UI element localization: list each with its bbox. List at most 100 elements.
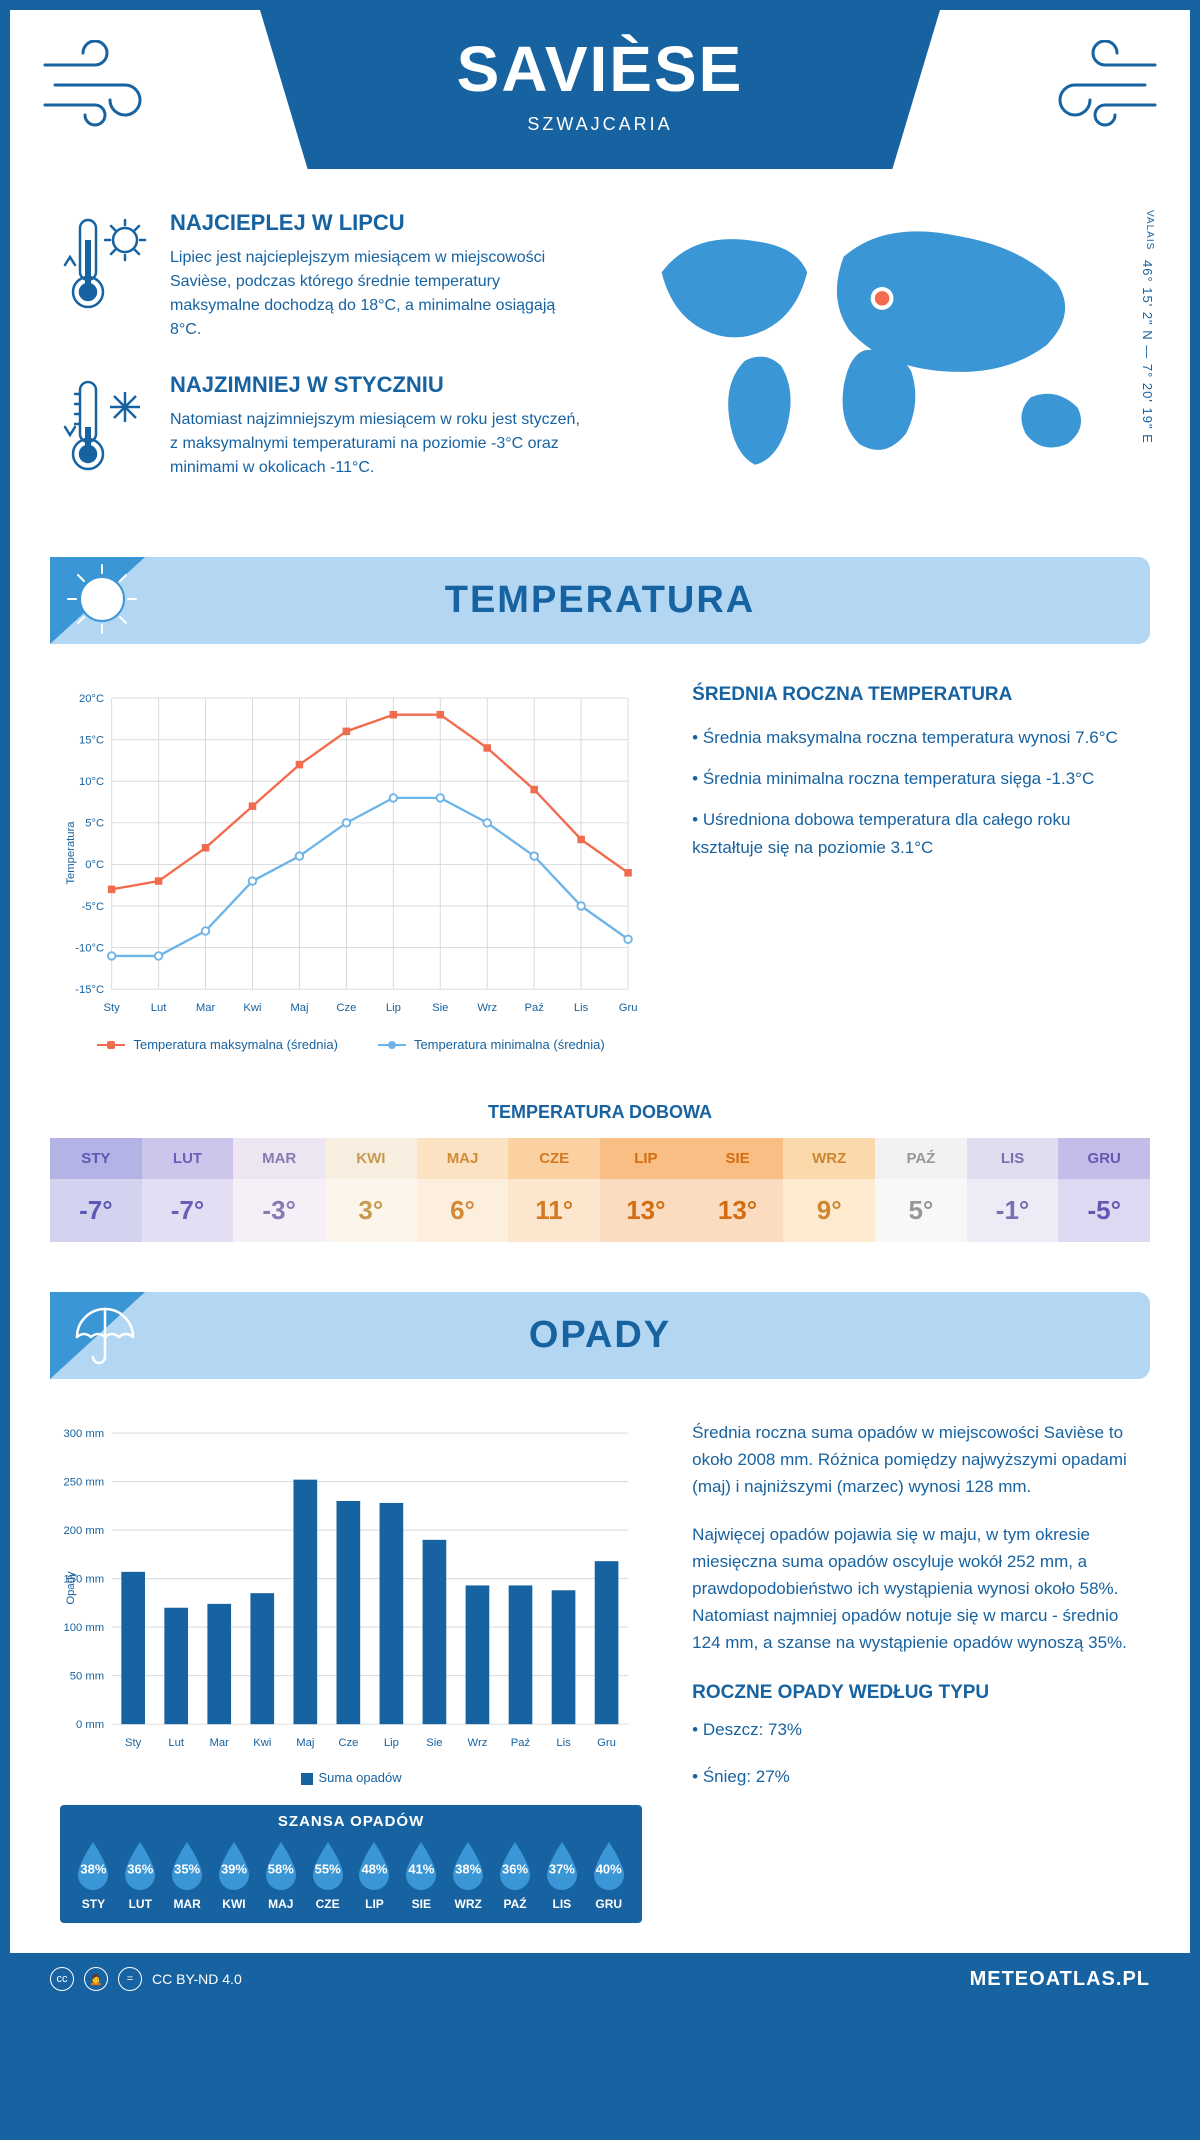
chance-col: 41%SIE: [398, 1840, 445, 1911]
raindrop-icon: 40%: [588, 1840, 630, 1892]
svg-text:Sty: Sty: [125, 1737, 142, 1749]
svg-text:Lip: Lip: [384, 1737, 399, 1749]
section-title: TEMPERATURA: [50, 579, 1150, 622]
month-cell: SIE13°: [692, 1138, 784, 1242]
chance-col: 36% LUT: [117, 1840, 164, 1911]
section-header-precipitation: OPADY: [50, 1292, 1150, 1379]
chance-month: CZE: [304, 1897, 351, 1911]
svg-text:200 mm: 200 mm: [63, 1525, 104, 1537]
svg-text:Lut: Lut: [151, 1002, 168, 1014]
month-head: MAR: [233, 1138, 325, 1179]
sun-icon: [65, 562, 140, 637]
intro-row: NAJCIEPLEJ W LIPCU Lipiec jest najcieple…: [10, 180, 1190, 557]
svg-text:Paź: Paź: [524, 1002, 544, 1014]
chance-value: 48%: [361, 1861, 387, 1876]
temp-info-heading: ŚREDNIA ROCZNA TEMPERATURA: [692, 684, 1140, 706]
coldest-heading: NAJZIMNIEJ W STYCZNIU: [170, 372, 580, 398]
chance-col: 35%MAR: [164, 1840, 211, 1911]
chance-month: KWI: [211, 1897, 258, 1911]
month-value: 13°: [600, 1179, 692, 1242]
svg-text:15°C: 15°C: [79, 734, 104, 746]
raindrop-icon: 39%: [213, 1840, 255, 1892]
month-value: 11°: [508, 1179, 600, 1242]
city-title: SAVIÈSE: [260, 32, 940, 106]
svg-text:Paź: Paź: [511, 1737, 531, 1749]
precip-chart-legend: Suma opadów: [60, 1770, 642, 1785]
temperature-line-chart: -15°C-10°C-5°C0°C5°C10°C15°C20°CStyLutMa…: [60, 684, 642, 1052]
svg-text:Sie: Sie: [426, 1737, 442, 1749]
svg-text:Cze: Cze: [336, 1002, 356, 1014]
wind-icon: [1040, 40, 1160, 130]
svg-text:Wrz: Wrz: [477, 1002, 497, 1014]
month-head: LIS: [967, 1138, 1059, 1179]
month-cell: GRU-5°: [1058, 1138, 1150, 1242]
svg-text:Lut: Lut: [168, 1737, 185, 1749]
raindrop-icon: 36%: [119, 1840, 161, 1892]
chance-value: 40%: [596, 1861, 622, 1876]
month-head: CZE: [508, 1138, 600, 1179]
title-banner: SAVIÈSE SZWAJCARIA: [260, 10, 940, 169]
chance-col: 40% GRU: [585, 1840, 632, 1911]
svg-text:-15°C: -15°C: [75, 984, 104, 996]
month-cell: LIS-1°: [967, 1138, 1059, 1242]
world-map-icon: [620, 210, 1140, 480]
svg-text:Cze: Cze: [338, 1737, 358, 1749]
precip-rain: • Deszcz: 73%: [692, 1716, 1140, 1743]
month-cell: CZE11°: [508, 1138, 600, 1242]
thermometer-hot-icon: [60, 210, 150, 342]
svg-text:100 mm: 100 mm: [63, 1622, 104, 1634]
raindrop-icon: 58%: [260, 1840, 302, 1892]
month-cell: WRZ9°: [783, 1138, 875, 1242]
license-text: CC BY-ND 4.0: [152, 1971, 242, 1987]
chance-value: 39%: [221, 1861, 247, 1876]
chance-month: WRZ: [445, 1897, 492, 1911]
month-cell: PAŹ5°: [875, 1138, 967, 1242]
chance-col: 38%STY: [70, 1840, 117, 1911]
chance-month: MAJ: [257, 1897, 304, 1911]
section-title: OPADY: [50, 1314, 1150, 1357]
month-value: -5°: [1058, 1179, 1150, 1242]
section-header-temperature: TEMPERATURA: [50, 557, 1150, 644]
precipitation-bar-chart: 0 mm50 mm100 mm150 mm200 mm250 mm300 mmO…: [60, 1419, 642, 1785]
legend-max: Temperatura maksymalna (średnia): [133, 1037, 337, 1052]
month-value: 6°: [417, 1179, 509, 1242]
chance-col: 58% MAJ: [257, 1840, 304, 1911]
svg-text:0 mm: 0 mm: [76, 1719, 104, 1731]
month-value: 9°: [783, 1179, 875, 1242]
cc-icon: cc: [50, 1967, 74, 1991]
warmest-heading: NAJCIEPLEJ W LIPCU: [170, 210, 580, 236]
cc-by-icon: 🙍: [84, 1967, 108, 1991]
chance-col: 37%LIS: [538, 1840, 585, 1911]
raindrop-icon: 36%: [494, 1840, 536, 1892]
coldest-block: NAJZIMNIEJ W STYCZNIU Natomiast najzimni…: [60, 372, 580, 487]
month-cell: MAR-3°: [233, 1138, 325, 1242]
month-cell: LUT-7°: [142, 1138, 234, 1242]
chance-month: GRU: [585, 1897, 632, 1911]
month-head: LIP: [600, 1138, 692, 1179]
chance-value: 55%: [315, 1861, 341, 1876]
temp-chart-legend: Temperatura maksymalna (średnia) Tempera…: [60, 1037, 642, 1052]
month-value: -7°: [50, 1179, 142, 1242]
chance-month: LUT: [117, 1897, 164, 1911]
temp-info-b3: • Uśredniona dobowa temperatura dla całe…: [692, 806, 1140, 860]
month-value: -3°: [233, 1179, 325, 1242]
temp-info-b2: • Średnia minimalna roczna temperatura s…: [692, 765, 1140, 792]
precipitation-chance-box: SZANSA OPADÓW 38%STY36%LUT35%MAR39%KWI58…: [60, 1805, 642, 1923]
month-head: STY: [50, 1138, 142, 1179]
chance-month: PAŹ: [492, 1897, 539, 1911]
chance-value: 36%: [127, 1861, 153, 1876]
chance-value: 58%: [268, 1861, 294, 1876]
raindrop-icon: 48%: [353, 1840, 395, 1892]
chance-col: 38%WRZ: [445, 1840, 492, 1911]
month-value: 13°: [692, 1179, 784, 1242]
chance-month: MAR: [164, 1897, 211, 1911]
month-head: GRU: [1058, 1138, 1150, 1179]
svg-text:Gru: Gru: [619, 1002, 638, 1014]
month-head: KWI: [325, 1138, 417, 1179]
svg-text:Mar: Mar: [210, 1737, 230, 1749]
temp-info-b1: • Średnia maksymalna roczna temperatura …: [692, 724, 1140, 751]
raindrop-icon: 38%: [72, 1840, 114, 1892]
svg-text:10°C: 10°C: [79, 776, 104, 788]
svg-text:250 mm: 250 mm: [63, 1476, 104, 1488]
coldest-text: Natomiast najzimniejszym miesiącem w rok…: [170, 408, 580, 480]
